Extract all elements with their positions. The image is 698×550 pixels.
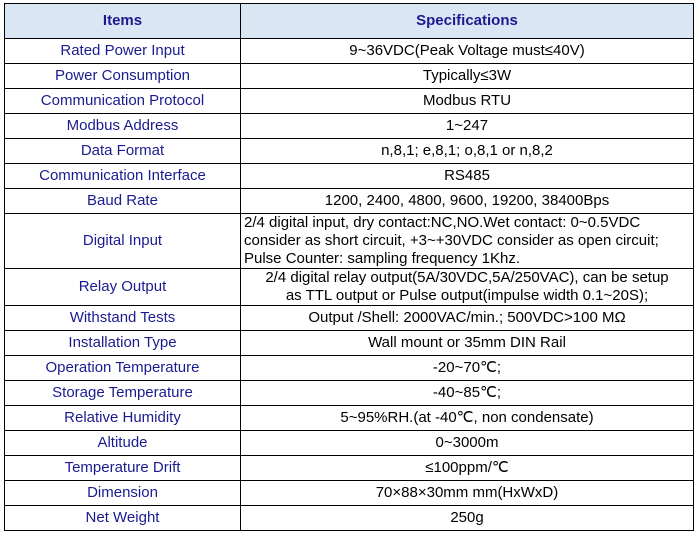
- table-row: Relative Humidity 5~95%RH.(at -40℃, non …: [4, 405, 694, 431]
- table-row: Altitude 0~3000m: [4, 430, 694, 456]
- table-row: Storage Temperature -40~85℃;: [4, 380, 694, 406]
- table-row: Operation Temperature -20~70℃;: [4, 355, 694, 381]
- spec-cell: 250g: [240, 505, 694, 531]
- spec-cell: RS485: [240, 163, 694, 189]
- spec-cell: 2/4 digital relay output(5A/30VDC,5A/250…: [240, 268, 694, 306]
- table-row: Communication Protocol Modbus RTU: [4, 88, 694, 114]
- item-cell: Digital Input: [4, 213, 241, 269]
- spec-cell: 1~247: [240, 113, 694, 139]
- spec-cell: -20~70℃;: [240, 355, 694, 381]
- item-cell: Storage Temperature: [4, 380, 241, 406]
- item-cell: Baud Rate: [4, 188, 241, 214]
- item-cell: Rated Power Input: [4, 38, 241, 64]
- item-cell: Installation Type: [4, 330, 241, 356]
- spec-cell: 1200, 2400, 4800, 9600, 19200, 38400Bps: [240, 188, 694, 214]
- table-row: Relay Output 2/4 digital relay output(5A…: [4, 268, 694, 306]
- table-header-row: Items Specifications: [4, 3, 694, 39]
- spec-cell: ≤100ppm/℃: [240, 455, 694, 481]
- table-row: Power Consumption Typically≤3W: [4, 63, 694, 89]
- spec-cell: 0~3000m: [240, 430, 694, 456]
- item-cell: Net Weight: [4, 505, 241, 531]
- item-cell: Relay Output: [4, 268, 241, 306]
- spec-cell: 2/4 digital input, dry contact:NC,NO.Wet…: [240, 213, 694, 269]
- table-row: Rated Power Input 9~36VDC(Peak Voltage m…: [4, 38, 694, 64]
- table-row: Digital Input 2/4 digital input, dry con…: [4, 213, 694, 269]
- table-row: Dimension 70×88×30mm mm(HxWxD): [4, 480, 694, 506]
- header-items: Items: [4, 3, 241, 39]
- spec-cell: 70×88×30mm mm(HxWxD): [240, 480, 694, 506]
- spec-cell: -40~85℃;: [240, 380, 694, 406]
- table-row: Withstand Tests Output /Shell: 2000VAC/m…: [4, 305, 694, 331]
- table-row: Modbus Address 1~247: [4, 113, 694, 139]
- spec-cell: Wall mount or 35mm DIN Rail: [240, 330, 694, 356]
- header-specifications: Specifications: [240, 3, 694, 39]
- table-row: Net Weight 250g: [4, 505, 694, 531]
- table-row: Baud Rate 1200, 2400, 4800, 9600, 19200,…: [4, 188, 694, 214]
- table-row: Data Format n,8,1; e,8,1; o,8,1 or n,8,2: [4, 138, 694, 164]
- item-cell: Communication Protocol: [4, 88, 241, 114]
- spec-cell: n,8,1; e,8,1; o,8,1 or n,8,2: [240, 138, 694, 164]
- table-row: Communication Interface RS485: [4, 163, 694, 189]
- spec-cell: 9~36VDC(Peak Voltage must≤40V): [240, 38, 694, 64]
- item-cell: Communication Interface: [4, 163, 241, 189]
- item-cell: Dimension: [4, 480, 241, 506]
- table-row: Installation Type Wall mount or 35mm DIN…: [4, 330, 694, 356]
- item-cell: Data Format: [4, 138, 241, 164]
- spec-cell: Modbus RTU: [240, 88, 694, 114]
- item-cell: Relative Humidity: [4, 405, 241, 431]
- item-cell: Operation Temperature: [4, 355, 241, 381]
- item-cell: Withstand Tests: [4, 305, 241, 331]
- item-cell: Altitude: [4, 430, 241, 456]
- table-row: Temperature Drift ≤100ppm/℃: [4, 455, 694, 481]
- item-cell: Modbus Address: [4, 113, 241, 139]
- item-cell: Power Consumption: [4, 63, 241, 89]
- specifications-table: Items Specifications Rated Power Input 9…: [4, 3, 694, 531]
- spec-cell: Output /Shell: 2000VAC/min.; 500VDC>100 …: [240, 305, 694, 331]
- spec-cell: Typically≤3W: [240, 63, 694, 89]
- spec-cell: 5~95%RH.(at -40℃, non condensate): [240, 405, 694, 431]
- item-cell: Temperature Drift: [4, 455, 241, 481]
